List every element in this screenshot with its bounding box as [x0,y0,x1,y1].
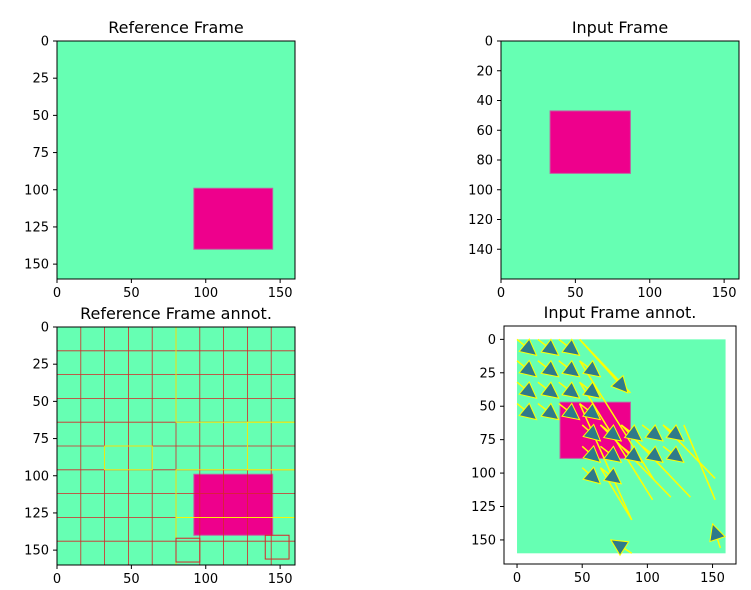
motion-vector-head [540,402,560,421]
motion-vector-head [582,466,602,485]
motion-vector-head [602,445,623,464]
x-tick-label: 0 [53,572,61,587]
motion-vector-line [578,403,633,521]
x-tick-label: 100 [635,571,660,586]
x-tick-label: 50 [123,286,140,301]
y-tick-label: 0 [41,321,49,336]
x-tick-label: 150 [712,286,737,301]
y-tick-label: 100 [471,467,496,482]
x-tick-label: 0 [53,286,61,301]
axes-frame [56,40,296,280]
panel-title: Input Frame annot. [544,303,697,322]
motion-vector-head [582,423,602,442]
motion-vector-head [602,466,623,485]
motion-vector-head [582,402,602,421]
y-tick-label: 80 [476,154,493,169]
y-tick-label: 40 [476,94,493,109]
y-tick-label: 75 [32,432,49,447]
x-tick-label: 50 [574,571,591,586]
y-tick-label: 120 [468,213,493,228]
x-tick-label: 100 [193,286,218,301]
motion-vector-head [609,539,630,557]
y-tick-label: 75 [479,433,496,448]
motion-vector-line [683,424,716,501]
motion-vector-head [602,423,623,442]
x-tick-label: 150 [268,286,293,301]
matched-block [175,537,201,563]
motion-vector-head [518,359,538,378]
x-tick-label: 100 [193,572,218,587]
panel-title: Reference Frame [108,18,244,37]
y-tick-label: 0 [485,35,493,50]
y-tick-label: 100 [468,183,493,198]
y-tick-label: 125 [471,500,496,515]
panel-1: Reference Frame 0 50 100 150 0 25 50 75 100 125 150 [24,18,296,301]
motion-vector-head [623,445,644,464]
y-tick-label: 50 [479,400,496,415]
motion-vector-head [561,338,581,357]
motion-vector-head [561,381,581,399]
x-tick-label: 50 [567,286,584,301]
y-tick-label: 100 [24,183,49,198]
y-tick-label: 150 [471,533,496,548]
motion-vector-head [540,359,560,378]
y-tick-label: 100 [24,469,49,484]
y-tick-label: 0 [488,333,496,348]
motion-vector-head [623,423,644,442]
moving-rectangle [193,187,274,250]
y-tick-label: 140 [468,243,493,258]
motion-vector-head [518,402,538,421]
motion-vector-head [582,444,602,464]
panel-title: Reference Frame annot. [80,304,272,323]
x-tick-label: 0 [497,286,505,301]
panel-title: Input Frame [572,18,668,37]
y-tick-label: 25 [479,366,496,381]
motion-vector-head [561,359,581,378]
motion-vector-head [540,381,560,399]
panel-3: Reference Frame annot. 0 50 100 150 0 25 50 75 10… [24,304,296,587]
y-tick-label: 150 [24,544,49,559]
y-tick-label: 25 [32,72,49,87]
motion-vector-head [610,374,629,394]
motion-vector-line [599,467,633,521]
matched-block [104,445,153,471]
axes-frame [503,325,737,565]
y-tick-label: 20 [476,64,493,79]
motion-vector-head [582,359,602,378]
x-tick-label: 150 [268,572,293,587]
y-tick-label: 75 [32,146,49,161]
y-tick-label: 0 [41,35,49,50]
motion-vector-head [518,380,538,399]
moving-rectangle [193,473,274,536]
motion-vector-head [644,423,664,442]
y-tick-label: 125 [24,220,49,235]
motion-vector-head [709,522,727,543]
y-tick-label: 50 [32,109,49,124]
motion-vector-head [561,402,581,421]
y-tick-label: 25 [32,358,49,373]
axes-frame [56,326,296,566]
motion-vector-head [665,423,685,442]
moving-rectangle [549,110,631,174]
y-tick-label: 125 [24,506,49,521]
panel-2: Input Frame 0 50 100 150 0 20 40 60 80 100 120 140 [468,18,740,301]
y-tick-label: 150 [24,258,49,273]
motion-vector-head [582,381,602,399]
motion-vector-head [540,338,560,357]
matched-block [264,534,290,560]
x-tick-label: 100 [637,286,662,301]
y-tick-label: 50 [32,395,49,410]
x-tick-label: 150 [700,571,725,586]
motion-vector-head [665,445,685,464]
panel-4: Input Frame annot. 0 50 100 150 0 25 50 75 100 125… [471,303,737,586]
motion-vector-head [644,445,664,464]
y-tick-label: 60 [476,124,493,139]
x-tick-label: 0 [513,571,521,586]
motion-vector-head [518,338,538,357]
x-tick-label: 50 [123,572,140,587]
